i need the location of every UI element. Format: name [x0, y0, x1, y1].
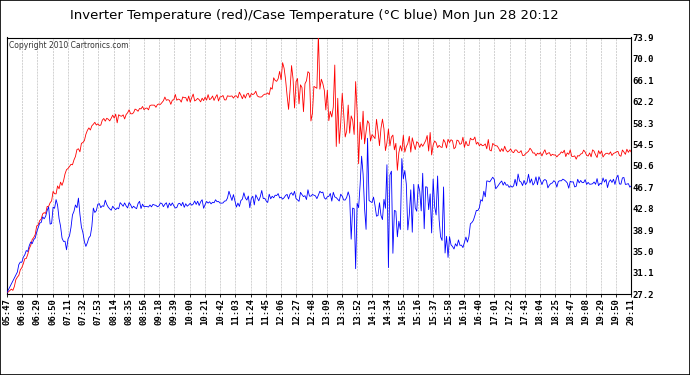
Text: Copyright 2010 Cartronics.com: Copyright 2010 Cartronics.com [9, 41, 128, 50]
Text: Inverter Temperature (red)/Case Temperature (°C blue) Mon Jun 28 20:12: Inverter Temperature (red)/Case Temperat… [70, 9, 558, 22]
